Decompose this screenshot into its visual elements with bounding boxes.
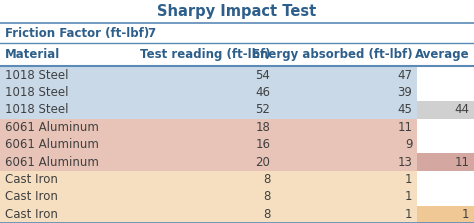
Bar	[417, 119, 474, 136]
Text: Cast Iron: Cast Iron	[5, 173, 58, 186]
Bar	[275, 188, 417, 206]
Bar	[0, 188, 142, 206]
Text: 1018 Steel: 1018 Steel	[5, 86, 68, 99]
Bar	[142, 66, 275, 84]
Bar	[142, 84, 275, 101]
Bar	[0, 119, 142, 136]
Bar	[142, 206, 275, 223]
Text: 1018 Steel: 1018 Steel	[5, 69, 68, 82]
Text: 47: 47	[397, 69, 412, 82]
Text: Energy absorbed (ft-lbf): Energy absorbed (ft-lbf)	[252, 48, 412, 61]
Text: 1: 1	[405, 190, 412, 203]
Text: 54: 54	[255, 69, 270, 82]
Bar	[275, 66, 417, 84]
Text: 6061 Aluminum: 6061 Aluminum	[5, 138, 99, 151]
Text: 1018 Steel: 1018 Steel	[5, 103, 68, 116]
Bar	[417, 136, 474, 153]
Text: 7: 7	[147, 27, 155, 40]
Bar	[0, 206, 142, 223]
Text: 45: 45	[398, 103, 412, 116]
Bar	[0, 101, 142, 119]
Text: 39: 39	[398, 86, 412, 99]
Text: 20: 20	[255, 156, 270, 169]
Bar	[275, 136, 417, 153]
Text: Material: Material	[5, 48, 60, 61]
Bar	[275, 206, 417, 223]
Bar	[417, 153, 474, 171]
Text: 6061 Aluminum: 6061 Aluminum	[5, 156, 99, 169]
Bar	[142, 101, 275, 119]
Text: 46: 46	[255, 86, 270, 99]
Bar	[417, 171, 474, 188]
Bar	[275, 84, 417, 101]
Bar	[0, 171, 142, 188]
Bar	[142, 171, 275, 188]
Bar	[417, 66, 474, 84]
Text: Sharpy Impact Test: Sharpy Impact Test	[157, 4, 317, 19]
Text: Test reading (ft-lbf): Test reading (ft-lbf)	[139, 48, 270, 61]
Text: Average: Average	[415, 48, 469, 61]
Text: 9: 9	[405, 138, 412, 151]
Bar	[275, 153, 417, 171]
Bar	[417, 188, 474, 206]
Bar	[417, 206, 474, 223]
Text: 16: 16	[255, 138, 270, 151]
Text: 8: 8	[263, 190, 270, 203]
Text: 44: 44	[454, 103, 469, 116]
Bar	[142, 136, 275, 153]
Text: 8: 8	[263, 173, 270, 186]
Text: 11: 11	[454, 156, 469, 169]
Bar	[142, 188, 275, 206]
Text: 11: 11	[397, 121, 412, 134]
Text: Friction Factor (ft-lbf): Friction Factor (ft-lbf)	[5, 27, 149, 40]
Bar	[142, 153, 275, 171]
Bar	[0, 153, 142, 171]
Bar	[275, 101, 417, 119]
Bar	[417, 101, 474, 119]
Text: Cast Iron: Cast Iron	[5, 208, 58, 221]
Bar	[0, 136, 142, 153]
Text: Cast Iron: Cast Iron	[5, 190, 58, 203]
Text: 6061 Aluminum: 6061 Aluminum	[5, 121, 99, 134]
Bar	[142, 119, 275, 136]
Bar	[0, 66, 142, 84]
Bar	[417, 84, 474, 101]
Text: 8: 8	[263, 208, 270, 221]
Bar	[0, 84, 142, 101]
Bar	[275, 171, 417, 188]
Text: 52: 52	[255, 103, 270, 116]
Text: 1: 1	[405, 173, 412, 186]
Text: 1: 1	[405, 208, 412, 221]
Text: 1: 1	[462, 208, 469, 221]
Text: 18: 18	[255, 121, 270, 134]
Text: 13: 13	[398, 156, 412, 169]
Bar	[275, 119, 417, 136]
